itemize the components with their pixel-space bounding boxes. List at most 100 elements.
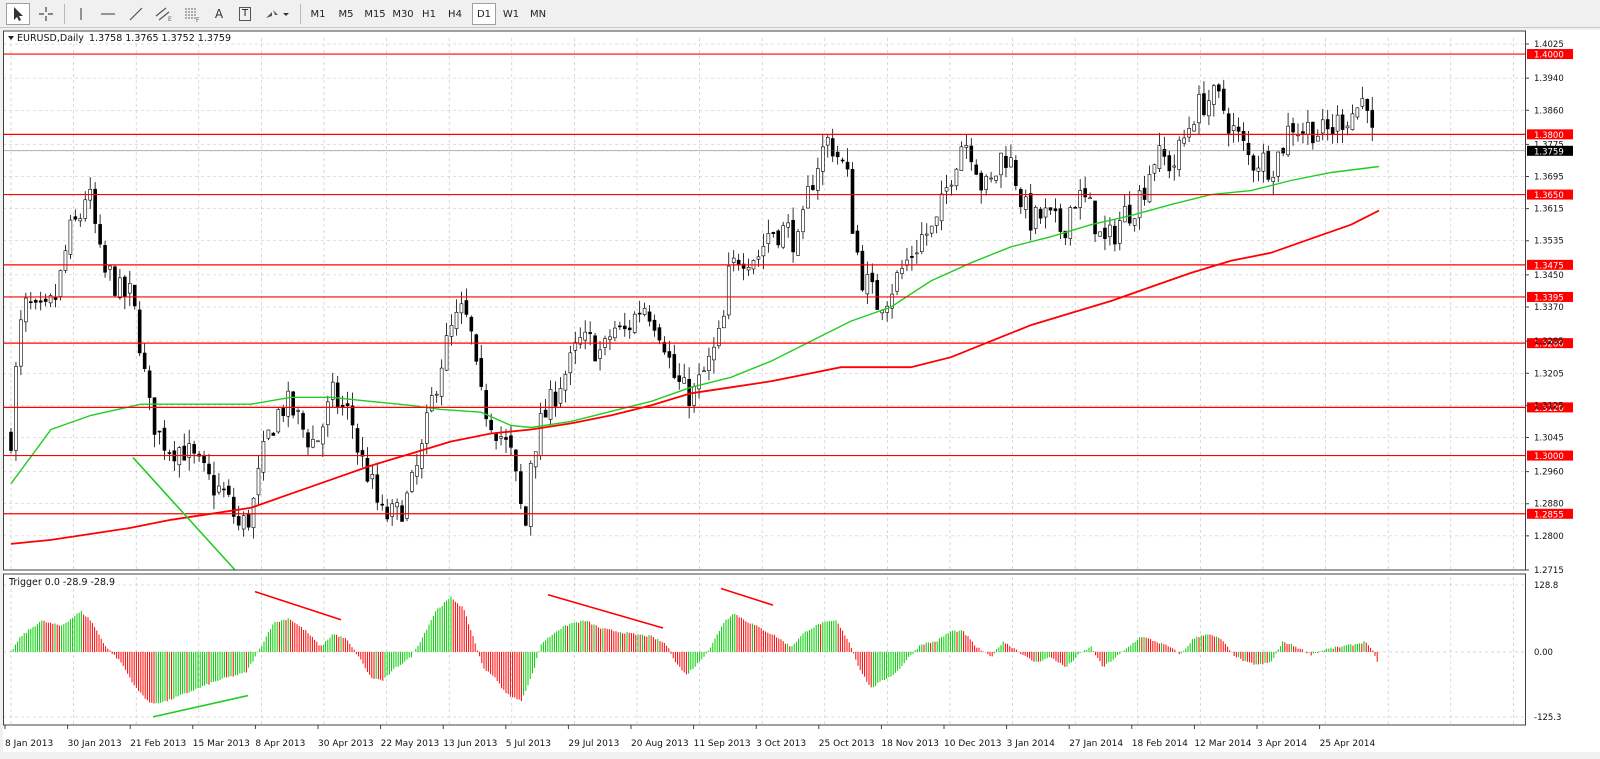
timeframe-d1-button[interactable]: D1 [472, 3, 496, 25]
trend-annotations [132, 457, 774, 718]
candle-bull [325, 401, 330, 426]
candle-bear [791, 219, 795, 253]
equidistant-channel-icon[interactable]: E [152, 3, 176, 25]
candle-bear [231, 496, 236, 517]
candle-bull [1172, 165, 1177, 168]
chart-toolbar: E F A T M1 M5 M15 M30 H1 H4 D1 W1 MN [0, 0, 1600, 28]
vertical-line-icon[interactable] [70, 3, 92, 25]
candle-bear [182, 445, 187, 461]
candle-bear [38, 300, 43, 303]
candle-bull [276, 409, 281, 433]
text-icon-label: A [214, 7, 224, 21]
timeframe-m1-button[interactable]: M1 [310, 8, 326, 20]
candle-bull [177, 447, 182, 466]
candle-bear [677, 375, 682, 382]
trend-annotation-line[interactable] [254, 590, 342, 621]
candle-bear [271, 432, 276, 436]
candle-bear [464, 300, 469, 315]
candle-bull [538, 413, 543, 456]
price-tick-label: 1.3940 [1534, 74, 1564, 84]
price-tick-label: 1.3125 [1534, 401, 1564, 411]
candle-bear [157, 430, 162, 433]
candle-bear [840, 159, 845, 162]
candle-bull [756, 256, 761, 260]
timeframe-m30-button[interactable]: M30 [392, 8, 414, 20]
horizontal-line-icon[interactable] [96, 3, 120, 25]
timeframe-mn-button[interactable]: MN [529, 8, 547, 20]
candle-bear [43, 298, 48, 302]
candle-bull [14, 366, 18, 451]
candle-bull [801, 209, 805, 233]
candle-bear [147, 370, 152, 398]
indicator-tick-label: -125.3 [1534, 713, 1561, 723]
level-label: 1.3800 [1534, 131, 1564, 141]
candle-bear [1340, 114, 1345, 131]
date-label: 20 Aug 2013 [631, 739, 689, 749]
candle-bear [687, 378, 691, 407]
candle-bull [900, 268, 904, 274]
moving-averages [10, 165, 1380, 545]
candle-bear [1127, 204, 1132, 224]
crosshair-icon[interactable] [34, 3, 58, 25]
candle-bull [919, 234, 924, 252]
candle-bull [642, 307, 647, 315]
level-label: 1.3650 [1534, 191, 1564, 201]
text-label-icon[interactable]: T [234, 3, 256, 25]
candle-bull [1306, 122, 1310, 135]
header-dropdown-icon[interactable] [8, 36, 14, 40]
candle-bear [1291, 123, 1295, 133]
date-label: 30 Jan 2013 [68, 739, 122, 749]
symbol-label: EURUSD,Daily [17, 33, 84, 44]
cursor-icon[interactable] [6, 3, 30, 25]
last-price-bg [1527, 145, 1573, 156]
timeframe-m5-button[interactable]: M5 [338, 8, 354, 20]
date-label: 3 Apr 2014 [1257, 739, 1307, 749]
candle-bear [593, 335, 597, 362]
candle-bear [1266, 150, 1271, 180]
candle-bear [484, 390, 489, 420]
candle-bull [454, 311, 459, 329]
trend-annotation-line[interactable] [547, 593, 664, 629]
candle-bull [929, 225, 934, 234]
candle-bull [1335, 114, 1340, 132]
trend-annotation-line[interactable] [720, 587, 774, 606]
candle-bull [934, 216, 939, 226]
candle-bear [142, 352, 147, 369]
candle-bear [667, 351, 672, 358]
candle-bear [113, 266, 117, 296]
trend-annotation-line[interactable] [152, 694, 249, 718]
chart-background [3, 30, 1600, 752]
candle-bull [1197, 94, 1201, 124]
price-tick-label: 1.3775 [1534, 140, 1564, 150]
candle-bull [944, 187, 949, 192]
fibonacci-retracement-icon[interactable]: F [180, 3, 204, 25]
arrows-icon[interactable] [260, 3, 294, 25]
candle-bull [964, 145, 969, 148]
timeframe-h1-button[interactable]: H1 [422, 8, 436, 20]
candle-bull [1033, 207, 1038, 229]
candle-bear [1093, 200, 1097, 235]
price-chart[interactable]: 1.4000 1.3800 1.3650 1.3475 1.3395 1.3280 1.31… [3, 30, 1600, 752]
timeframe-h4-button[interactable]: H4 [448, 8, 462, 20]
candle-bear [835, 151, 840, 158]
candle-bull [707, 355, 711, 371]
text-icon[interactable]: A [208, 3, 230, 25]
level-label-bg [1527, 402, 1573, 413]
candle-bear [192, 444, 196, 454]
candle-bear [1058, 208, 1063, 232]
level-label: 1.3280 [1534, 340, 1564, 350]
level-label: 1.3475 [1534, 261, 1564, 271]
candle-bear [123, 276, 127, 297]
timeframe-m15-button[interactable]: M15 [364, 8, 386, 20]
trend-annotation-line[interactable] [132, 457, 236, 571]
candle-bull [632, 313, 637, 333]
candle-bear [1048, 207, 1053, 211]
level-label-bg [1527, 259, 1573, 270]
price-tick-label: 1.3285 [1534, 337, 1564, 347]
timeframe-w1-button[interactable]: W1 [502, 8, 520, 20]
chart-area[interactable]: 1.4000 1.3800 1.3650 1.3475 1.3395 1.3280 1.31… [3, 30, 1600, 752]
level-label-bg [1527, 49, 1573, 60]
trendline-icon[interactable] [124, 3, 148, 25]
date-label: 25 Oct 2013 [819, 739, 875, 749]
candle-bull [415, 465, 419, 477]
